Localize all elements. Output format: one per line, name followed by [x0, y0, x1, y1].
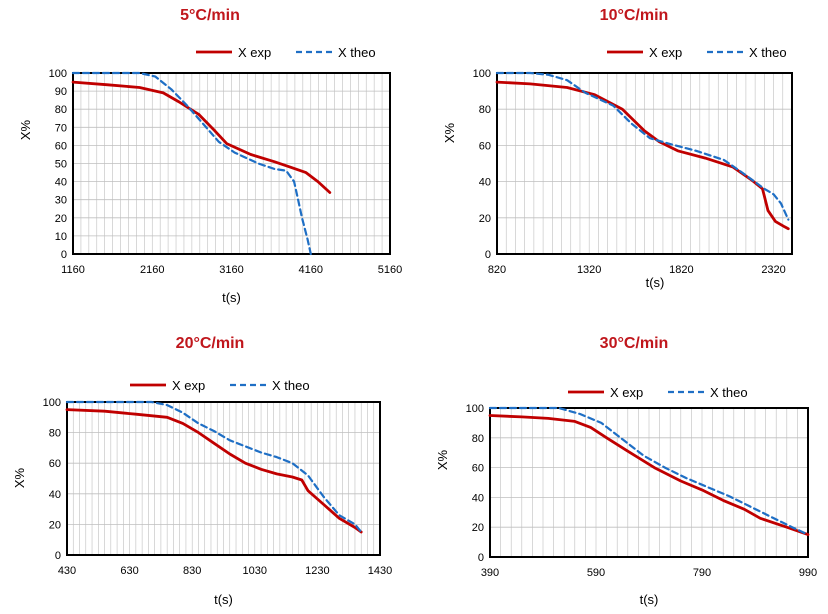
plot-frame — [66, 401, 381, 556]
x-tick-label: 1320 — [577, 264, 601, 276]
chart-2: 0 20 40 60 80 100 820 1320 1820 2320 t(s) X% 10°C/mi… — [442, 7, 793, 290]
legend-label: X theo — [710, 385, 748, 400]
y-tick-label: 20 — [472, 522, 484, 534]
y-tick-label: 60 — [479, 140, 491, 152]
series-line-x-theo — [65, 400, 363, 534]
y-tick-label: 60 — [472, 463, 484, 475]
y-tick-label: 80 — [472, 433, 484, 445]
plot-frame — [72, 72, 391, 255]
y-tick-label: 100 — [466, 403, 484, 415]
x-axis-label: t(s) — [214, 592, 233, 607]
y-tick-label: 40 — [49, 489, 61, 501]
x-tick-label: 2160 — [140, 264, 164, 276]
y-axis-label: X% — [442, 122, 457, 143]
legend: X exp X theo — [607, 45, 787, 60]
plot-frame — [496, 72, 793, 255]
legend-label: X exp — [238, 45, 271, 60]
chart-title: 30°C/min — [600, 335, 669, 352]
x-tick-label: 590 — [587, 567, 605, 579]
legend: X exp X theo — [568, 385, 748, 400]
chart-3: 0 20 40 60 80 100 430 630 830 1030 1230 1430 t(s) X% 2… — [12, 335, 392, 607]
legend-label: X theo — [272, 378, 310, 393]
legend-label: X exp — [172, 378, 205, 393]
x-tick-label: 4160 — [299, 264, 323, 276]
x-tick-label: 1030 — [243, 565, 267, 577]
plot-frame — [489, 407, 809, 558]
chart-title: 10°C/min — [600, 7, 669, 24]
chart-title: 5°C/min — [180, 7, 240, 24]
x-axis-label: t(s) — [640, 592, 659, 607]
x-axis-label: t(s) — [646, 275, 665, 290]
y-tick-label: 20 — [479, 213, 491, 225]
y-axis-label: X% — [435, 449, 450, 470]
x-tick-label: 820 — [488, 264, 506, 276]
legend-label: X theo — [338, 45, 376, 60]
x-axis-label: t(s) — [222, 290, 241, 305]
x-tick-label: 790 — [693, 567, 711, 579]
y-tick-label: 80 — [55, 104, 67, 116]
legend-label: X exp — [610, 385, 643, 400]
x-tick-label: 3160 — [219, 264, 243, 276]
y-tick-label: 40 — [472, 492, 484, 504]
x-tick-label: 5160 — [378, 264, 402, 276]
y-tick-label: 60 — [55, 140, 67, 152]
y-tick-label: 100 — [49, 68, 67, 80]
y-tick-label: 60 — [49, 458, 61, 470]
y-tick-label: 30 — [55, 195, 67, 207]
x-tick-label: 1430 — [368, 565, 392, 577]
y-tick-label: 0 — [55, 550, 61, 562]
x-tick-label: 1820 — [669, 264, 693, 276]
y-tick-label: 20 — [55, 213, 67, 225]
legend: X exp X theo — [196, 45, 376, 60]
y-tick-label: 50 — [55, 159, 67, 171]
chart-1: 0 10 20 30 40 50 60 70 80 90 100 1160 2160 3160 4160 51… — [18, 7, 402, 305]
y-tick-label: 10 — [55, 231, 67, 243]
x-tick-label: 430 — [58, 565, 76, 577]
series-line-x-theo — [71, 71, 312, 256]
y-axis-label: X% — [12, 467, 27, 488]
x-tick-label: 2320 — [761, 264, 785, 276]
x-tick-label: 830 — [183, 565, 201, 577]
x-tick-label: 630 — [120, 565, 138, 577]
x-tick-label: 1160 — [61, 264, 85, 276]
series-line-x-exp — [71, 80, 332, 194]
x-tick-label: 990 — [799, 567, 817, 579]
chart-4: 0 20 40 60 80 100 390 590 790 990 t(s) X% 30°C/min X … — [435, 335, 817, 607]
legend-label: X exp — [649, 45, 682, 60]
x-tick-label: 1230 — [305, 565, 329, 577]
legend: X exp X theo — [130, 378, 310, 393]
y-tick-label: 80 — [479, 104, 491, 116]
legend-label: X theo — [749, 45, 787, 60]
series-line-x-exp — [65, 408, 363, 534]
series-line-x-theo — [488, 406, 810, 536]
y-tick-label: 100 — [473, 68, 491, 80]
y-tick-label: 0 — [61, 249, 67, 261]
y-tick-label: 70 — [55, 122, 67, 134]
series-line-x-exp — [495, 80, 790, 231]
y-axis-label: X% — [18, 119, 33, 140]
series-line-x-exp — [488, 414, 810, 536]
y-tick-label: 80 — [49, 428, 61, 440]
y-tick-label: 90 — [55, 86, 67, 98]
y-tick-label: 0 — [478, 552, 484, 564]
y-tick-label: 0 — [485, 249, 491, 261]
y-tick-label: 100 — [43, 397, 61, 409]
y-tick-label: 40 — [55, 177, 67, 189]
y-tick-label: 40 — [479, 177, 491, 189]
series-line-x-theo — [495, 71, 790, 221]
chart-title: 20°C/min — [176, 335, 245, 352]
y-tick-label: 20 — [49, 519, 61, 531]
x-tick-label: 390 — [481, 567, 499, 579]
